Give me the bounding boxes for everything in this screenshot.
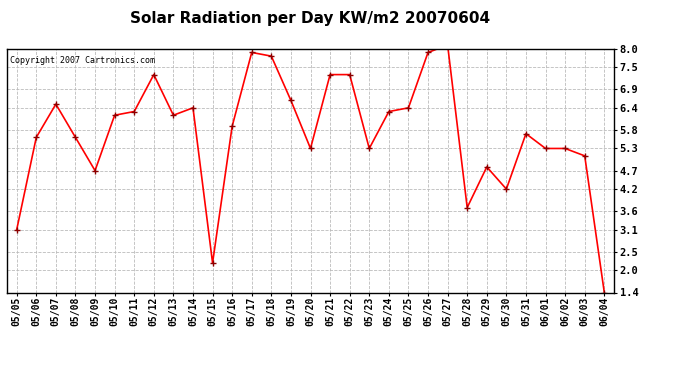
Text: Copyright 2007 Cartronics.com: Copyright 2007 Cartronics.com: [10, 56, 155, 65]
Text: Solar Radiation per Day KW/m2 20070604: Solar Radiation per Day KW/m2 20070604: [130, 11, 491, 26]
